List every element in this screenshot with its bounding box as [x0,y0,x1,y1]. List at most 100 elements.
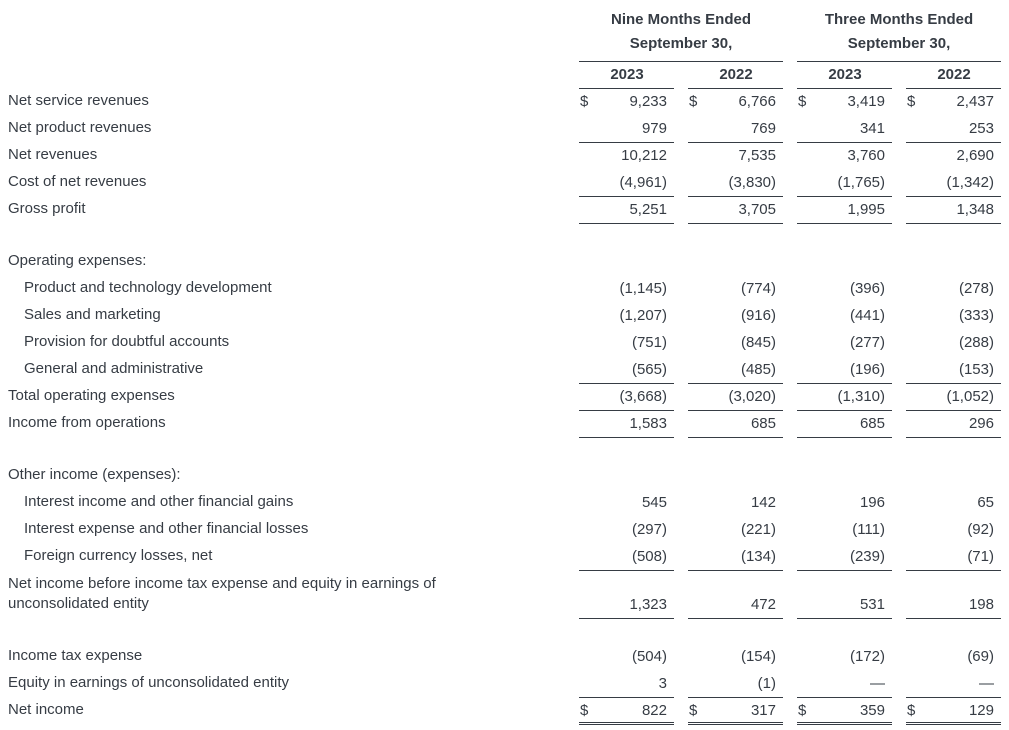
value-cell: (916) [674,303,783,330]
table-row: Net service revenues $9,233 $6,766 $3,419 $2… [8,89,1001,116]
table-row: Total operating expenses (3,668) (3,020) (1… [8,384,1001,411]
value-cell [892,463,1001,490]
cell-value: 1,323 [629,596,667,613]
row-label-cell: Net product revenues [8,116,565,143]
row-label: Net income before income tax expense and… [8,575,436,612]
dollar-sign: $ [798,702,807,719]
spacer-cell [8,438,1001,463]
value-cell: (485) [674,357,783,384]
value-cell: (504) [565,644,674,671]
table-row: Interest expense and other financial los… [8,517,1001,544]
row-label-cell: Net income before income tax expense and… [8,571,565,619]
row-label: Foreign currency losses, net [24,547,213,564]
year-header-cell: 2022 [892,62,1001,89]
table-row: General and administrative (565) (485) (196… [8,357,1001,384]
cell-value: 1,583 [629,415,667,432]
row-label: Gross profit [8,200,86,217]
value-cell: 196 [783,490,892,517]
cell-value: 822 [641,702,667,719]
cell-value: (277) [849,334,885,351]
row-label: Total operating expenses [8,387,175,404]
period-header-row: Nine Months Ended September 30, Three Mo… [8,8,1001,62]
row-label: Sales and marketing [24,306,161,323]
cell-value: 296 [968,415,994,432]
value-cell [892,249,1001,276]
value-cell [783,249,892,276]
value-cell: (134) [674,544,783,571]
cell-value: 1,348 [956,201,994,218]
spacer-cell [8,619,1001,644]
cell-value: 531 [859,596,885,613]
value-cell: (845) [674,330,783,357]
value-cell: (565) [565,357,674,384]
dollar-sign: $ [907,93,916,110]
value-cell: 10,212 [565,143,674,170]
cell-value: 65 [977,494,994,511]
row-label-cell: Provision for doubtful accounts [8,330,565,357]
row-label-cell: Other income (expenses): [8,463,565,490]
table-row: Net income before income tax expense and… [8,571,1001,619]
cell-value: (221) [740,521,776,538]
cell-value: 2,690 [956,147,994,164]
value-cell: (69) [892,644,1001,671]
value-cell: 1,323 [565,571,674,619]
value-cell: (288) [892,330,1001,357]
value-cell: (1,145) [565,276,674,303]
spacer-row [8,619,1001,644]
row-label-cell: Gross profit [8,197,565,224]
value-cell: $129 [892,698,1001,725]
dollar-sign: $ [580,93,589,110]
cell-value: 129 [968,702,994,719]
row-label-cell: Net income [8,698,565,725]
value-cell: (1,342) [892,170,1001,197]
cell-value: 979 [641,120,667,137]
table-row: Foreign currency losses, net (508) (134) (2… [8,544,1001,571]
cell-value: (3,830) [728,174,776,191]
value-cell: 1,348 [892,197,1001,224]
dollar-sign: $ [689,93,698,110]
table-row: Net revenues 10,212 7,535 3,760 2,690 [8,143,1001,170]
value-cell: (774) [674,276,783,303]
value-cell: 2,690 [892,143,1001,170]
header-spacer-cell [8,8,565,62]
group-title: Nine Months Ended [611,11,751,28]
table-row: Interest income and other financial gain… [8,490,1001,517]
row-label-cell: Income tax expense [8,644,565,671]
cell-value: 685 [750,415,776,432]
value-cell: 7,535 [674,143,783,170]
value-cell: (221) [674,517,783,544]
header-spacer-cell [8,62,565,89]
value-cell: 296 [892,411,1001,438]
cell-value: (1,342) [946,174,994,191]
cell-value: (1,052) [946,388,994,405]
value-cell: (1,052) [892,384,1001,411]
value-cell: (1,207) [565,303,674,330]
cell-value: 545 [641,494,667,511]
row-label: Operating expenses: [8,252,147,269]
value-cell: 979 [565,116,674,143]
cell-value: — [870,675,885,692]
cell-value: (111) [852,521,885,538]
value-cell: (153) [892,357,1001,384]
row-label: Net service revenues [8,92,149,109]
spacer-cell [8,224,1001,249]
row-label: General and administrative [24,360,204,377]
cell-value: 769 [750,120,776,137]
value-cell [674,463,783,490]
value-cell: (172) [783,644,892,671]
table-row: Product and technology development (1,145… [8,276,1001,303]
row-label: Net revenues [8,146,98,163]
year-label: 2022 [719,66,753,83]
statement-body: Net service revenues $9,233 $6,766 $3,419 $2… [8,89,1001,725]
cell-value: (71) [967,548,994,565]
value-cell: (277) [783,330,892,357]
cell-value: 7,535 [738,147,776,164]
row-label-cell: Cost of net revenues [8,170,565,197]
row-label: Income from operations [8,414,166,431]
value-cell [674,249,783,276]
cell-value: 1,995 [847,201,885,218]
cell-value: (278) [958,280,994,297]
value-cell [783,463,892,490]
table-row: Gross profit 5,251 3,705 1,995 1,348 [8,197,1001,224]
cell-value: (92) [967,521,994,538]
